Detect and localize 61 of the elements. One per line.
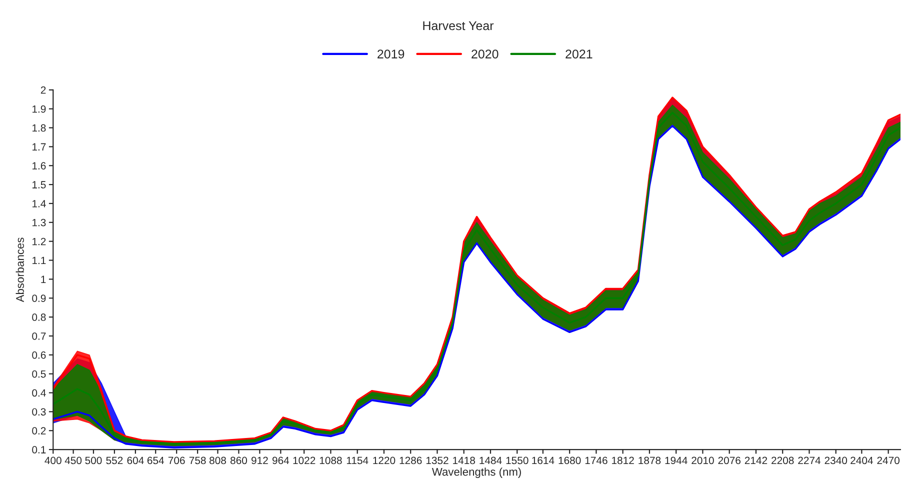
y-tick-label: 1.5 [32, 181, 46, 188]
x-tick-label: 706 [168, 456, 185, 464]
x-tick-label: 1878 [638, 456, 661, 464]
y-tick-label: 1.4 [32, 200, 46, 208]
x-tick-label: 1220 [373, 456, 396, 464]
x-tick-label: 860 [230, 456, 248, 464]
y-tick-label: 1.1 [32, 256, 46, 264]
x-tick-label: 2470 [877, 456, 900, 464]
x-tick-label: 2076 [718, 456, 740, 464]
x-tick-label: 808 [210, 456, 226, 464]
x-tick-label: 1286 [400, 456, 422, 464]
y-tick-label: 1.8 [32, 124, 46, 132]
y-tick-label: 0.1 [32, 446, 46, 454]
y-tick-label: 0.9 [32, 294, 46, 302]
y-tick-label: 0.5 [32, 370, 46, 378]
x-tick-label: 450 [64, 456, 82, 464]
x-tick-label: 1022 [293, 456, 316, 464]
x-tick-label: 1352 [426, 456, 448, 464]
x-tick-label: 500 [85, 456, 102, 464]
x-tick-label: 2010 [692, 456, 714, 464]
x-tick-label: 1614 [532, 456, 554, 464]
y-tick-label: 1.9 [32, 105, 46, 113]
legend-title: Harvest Year [423, 21, 494, 30]
y-tick-label: 0.7 [32, 332, 46, 340]
y-tick-label: 0.8 [32, 314, 46, 321]
legend-label: 2021 [566, 50, 592, 58]
x-tick-label: 1088 [320, 456, 342, 464]
x-tick-label: 1550 [506, 456, 528, 464]
x-tick-label: 1944 [665, 456, 688, 464]
x-tick-label: 2208 [772, 456, 794, 464]
x-tick-label: 604 [127, 456, 144, 464]
x-tick-label: 400 [44, 456, 62, 464]
x-tick-label: 2142 [744, 456, 768, 464]
x-tick-label: 1680 [558, 456, 581, 464]
y-tick-label: 0.2 [32, 427, 46, 434]
y-tick-label: 1.6 [32, 162, 46, 170]
x-axis-title: Wavelengths (nm) [432, 468, 521, 478]
legend-label: 2019 [378, 50, 404, 58]
y-tick-label: 0.3 [32, 408, 46, 416]
x-tick-label: 2404 [850, 456, 873, 464]
y-tick-label: 2 [40, 86, 46, 94]
y-tick-label: 0.4 [32, 389, 46, 397]
y-axis-title: Absorbances [16, 238, 24, 302]
legend-label: 2020 [472, 50, 498, 58]
y-tick-label: 1.3 [32, 218, 46, 226]
x-tick-label: 2340 [824, 456, 848, 464]
x-tick-label: 1154 [346, 456, 368, 464]
x-tick-label: 1812 [612, 456, 634, 464]
x-tick-label: 1418 [453, 456, 475, 464]
x-tick-label: 964 [272, 456, 290, 464]
x-tick-label: 2274 [798, 456, 821, 464]
y-tick-label: 0.6 [32, 351, 46, 359]
y-tick-label: 1.7 [32, 143, 46, 150]
y-tick-label: 1 [41, 276, 46, 283]
x-tick-label: 1746 [585, 456, 608, 464]
x-tick-label: 912 [252, 456, 268, 464]
x-tick-label: 552 [106, 456, 123, 464]
y-tick-label: 1.2 [32, 238, 46, 246]
x-tick-label: 654 [147, 456, 164, 464]
x-tick-label: 1484 [480, 456, 502, 464]
x-tick-label: 758 [189, 456, 206, 464]
